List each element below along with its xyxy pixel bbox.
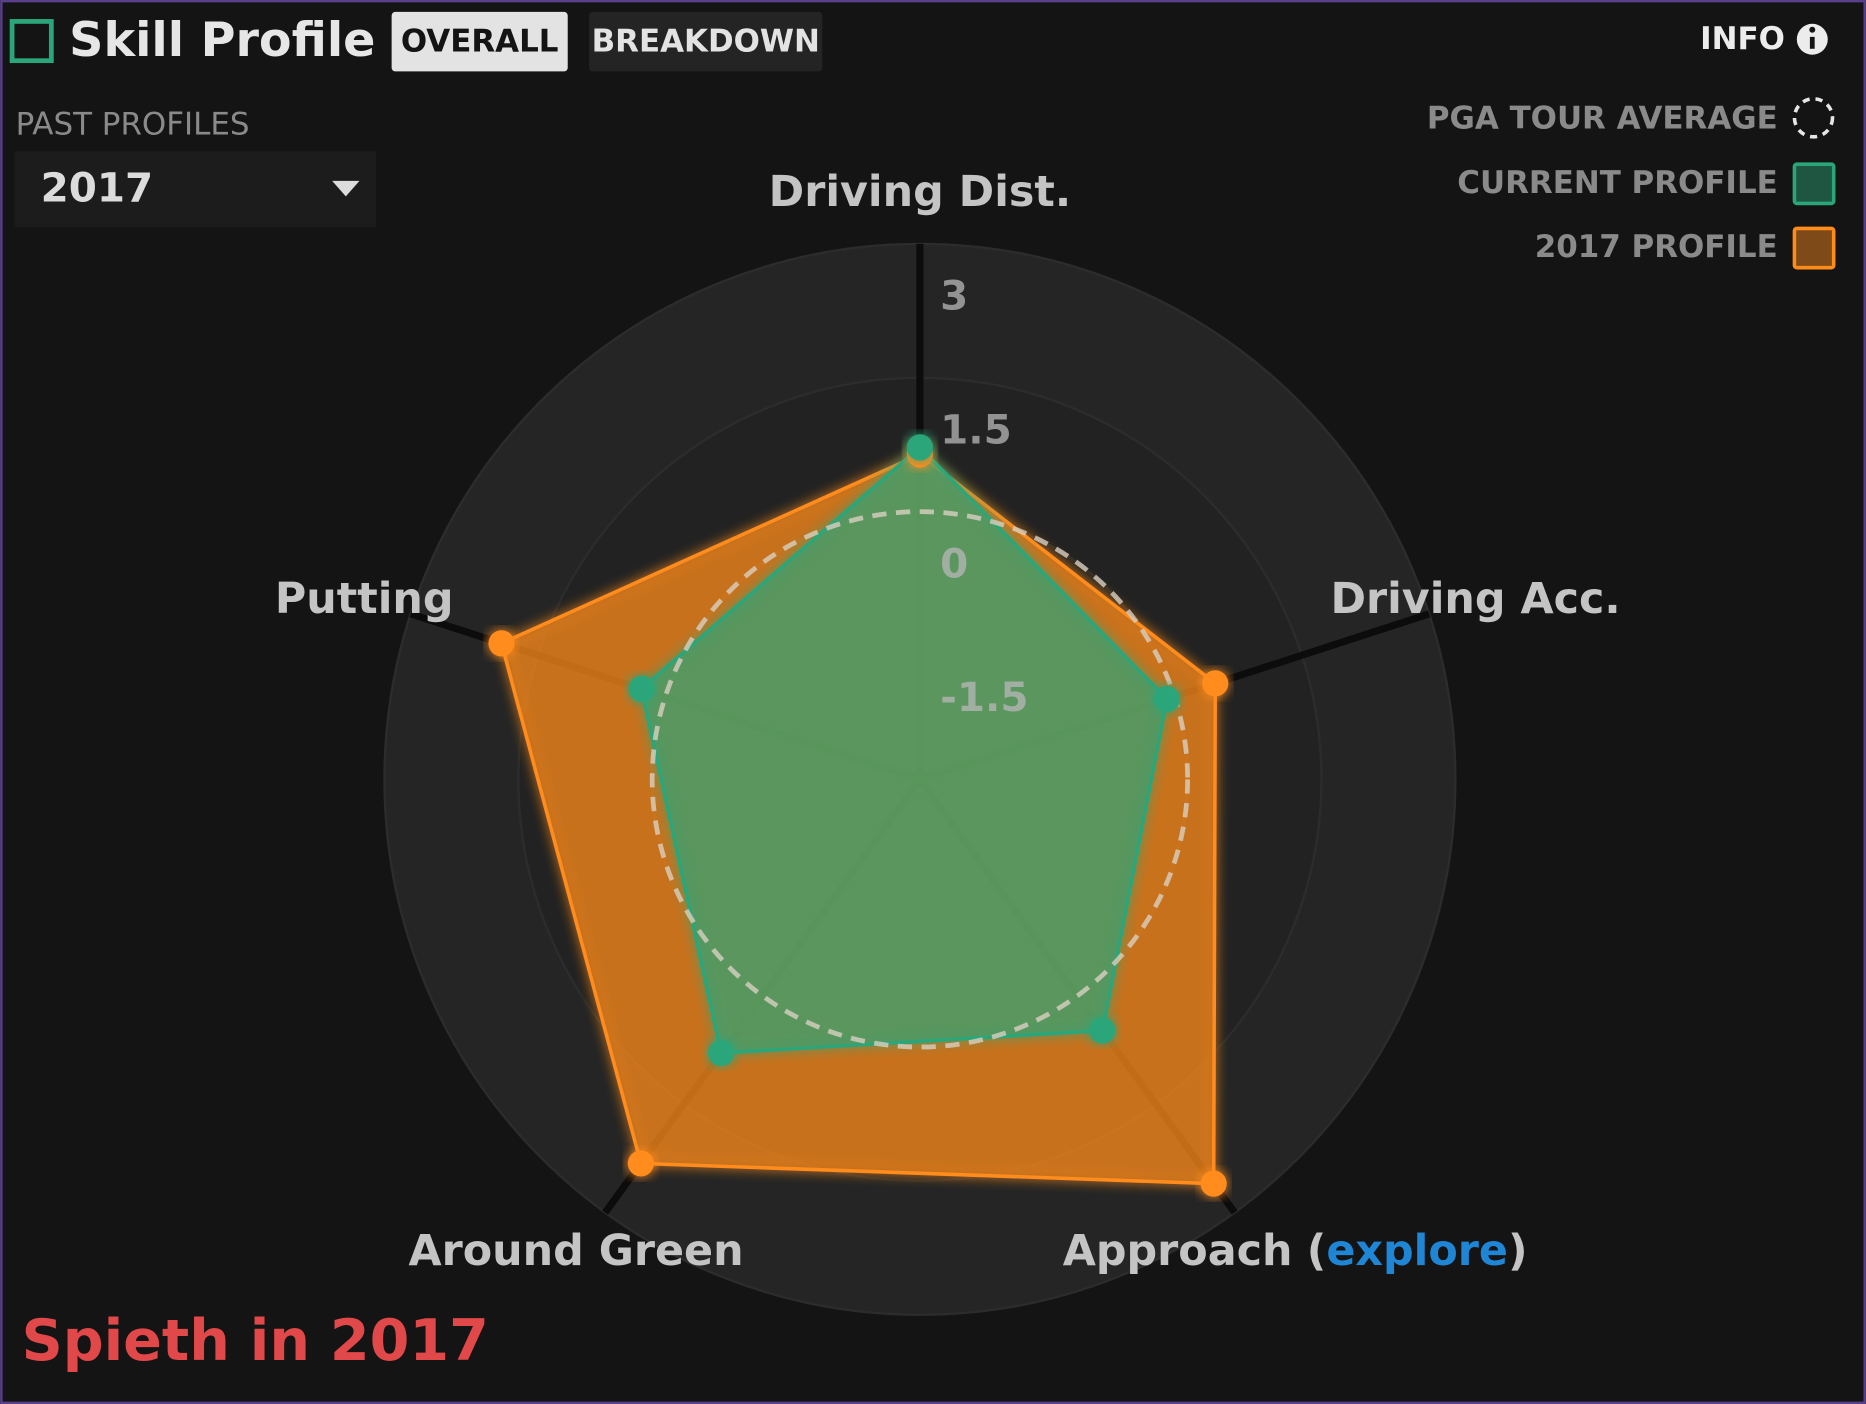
data-point — [1089, 1017, 1116, 1044]
data-point — [488, 630, 515, 657]
legend-swatch — [1792, 226, 1836, 270]
panel-title: Skill Profile — [69, 13, 375, 68]
axis-label-text: Driving Acc. — [1330, 573, 1620, 623]
explore-link[interactable]: explore — [1326, 1225, 1508, 1275]
axis-label-text: Driving Dist. — [769, 166, 1071, 216]
data-point — [906, 434, 933, 461]
legend-label: 2017 PROFILE — [1535, 229, 1778, 265]
reference-circle — [649, 509, 1191, 1050]
radar-plot: -1.5 0 1.5 3 Driving Dist. Driving Acc. Approa… — [275, 166, 1621, 1316]
axis-label-text: Putting — [275, 573, 454, 623]
dropdown-arrow[interactable] — [332, 180, 360, 197]
dropdown-label: PAST PROFILES — [16, 107, 250, 143]
legend-label: CURRENT PROFILE — [1457, 165, 1778, 201]
toggle-checkbox[interactable] — [9, 19, 54, 64]
info-link[interactable]: INFO — [1700, 21, 1785, 57]
radial-tick-label: -1.5 — [940, 673, 1028, 721]
tab[interactable] — [589, 11, 823, 72]
data-point — [1200, 1170, 1227, 1197]
axis-label: Approach (explore) — [1063, 1225, 1528, 1275]
info-icon-glyph — [1809, 36, 1815, 49]
legend-swatch — [1792, 162, 1836, 206]
link-paren: ) — [1508, 1225, 1528, 1275]
legend: PGA TOUR AVERAGE CURRENT PROFILE 2017 PROF… — [1427, 96, 1836, 270]
data-point — [708, 1039, 735, 1067]
dropdown[interactable] — [14, 151, 377, 228]
tab-label[interactable]: BREAKDOWN — [592, 23, 820, 59]
data-point — [627, 1150, 654, 1177]
link-paren: ( — [1307, 1225, 1327, 1275]
radial-tick-label: 3 — [940, 272, 968, 320]
info-icon-glyph — [1809, 26, 1816, 33]
radial-tick-label: 1.5 — [940, 406, 1012, 454]
data-point — [1202, 670, 1229, 697]
axis-label: Driving Acc. — [1330, 573, 1620, 623]
axis-label: Driving Dist. — [769, 166, 1071, 216]
dropdown-value[interactable]: 2017 — [41, 163, 154, 211]
axis-label-text: Around Green — [408, 1225, 743, 1275]
tab-active[interactable] — [391, 11, 568, 72]
radial-tick-label: 0 — [940, 539, 968, 587]
axis-label-text: Approach — [1063, 1225, 1293, 1275]
tab-label[interactable]: OVERALL — [401, 23, 559, 59]
legend-swatch — [1792, 96, 1835, 139]
data-point — [628, 675, 655, 702]
axis-label: Putting — [275, 573, 454, 623]
data-point — [1153, 686, 1180, 713]
caption: Spieth in 2017 — [22, 1308, 489, 1374]
axis-label: Around Green — [408, 1225, 743, 1275]
legend-label: PGA TOUR AVERAGE — [1427, 101, 1778, 137]
